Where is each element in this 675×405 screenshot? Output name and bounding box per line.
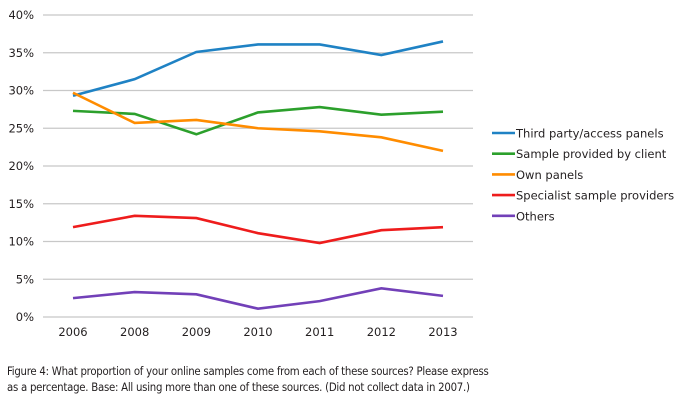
y-tick-label: 10% [8,235,34,249]
x-tick-label: 2006 [58,325,87,339]
x-tick-label: 2009 [182,325,211,339]
y-tick-label: 5% [16,272,34,286]
legend: Third party/access panels Sample provided… [492,127,674,223]
legend-label: Third party/access panels [515,127,664,141]
series-lines [72,40,444,311]
legend-item: Specialist sample providers [492,189,674,203]
x-tick-label: 2011 [305,325,334,339]
x-tick-label: 2008 [120,325,149,339]
legend-label: Others [516,209,555,223]
gridlines [43,14,473,318]
series-line-specialist-sample-providers [72,214,444,245]
x-tick-label: 2013 [428,325,457,339]
line-chart: 0%5%10%15%20%25%30%35%40% 2006 2008 2009 20… [8,8,674,339]
x-tick-label: 2012 [367,325,396,339]
y-tick-label: 15% [8,197,34,211]
caption-line-1: Figure 4: What proportion of your online… [7,365,489,378]
series-line-others [72,286,444,311]
y-tick-label: 30% [8,84,34,98]
x-axis-ticks: 2006 2008 2009 2010 2011 2012 2013 [58,325,457,339]
legend-label: Own panels [516,168,583,182]
legend-item: Own panels [492,168,583,182]
y-tick-label: 40% [8,8,34,22]
series-line-third-party-access-panels [72,40,444,98]
legend-item: Sample provided by client [492,147,667,161]
caption-line-2: as a percentage. Base: All using more th… [7,381,470,394]
y-tick-label: 20% [8,159,34,173]
y-tick-label: 35% [8,46,34,60]
figure-caption: Figure 4: What proportion of your online… [7,364,667,396]
legend-label: Specialist sample providers [516,189,674,203]
series-line-own-panels [72,91,444,153]
y-tick-label: 25% [8,121,34,135]
x-tick-label: 2010 [243,325,272,339]
legend-item: Third party/access panels [492,127,664,141]
y-tick-label: 0% [16,310,34,324]
legend-item: Others [492,209,555,223]
legend-label: Sample provided by client [516,147,667,161]
y-axis-ticks: 0% 5% 10% 15% 20% 25% 30% 35% 40% [8,8,34,324]
